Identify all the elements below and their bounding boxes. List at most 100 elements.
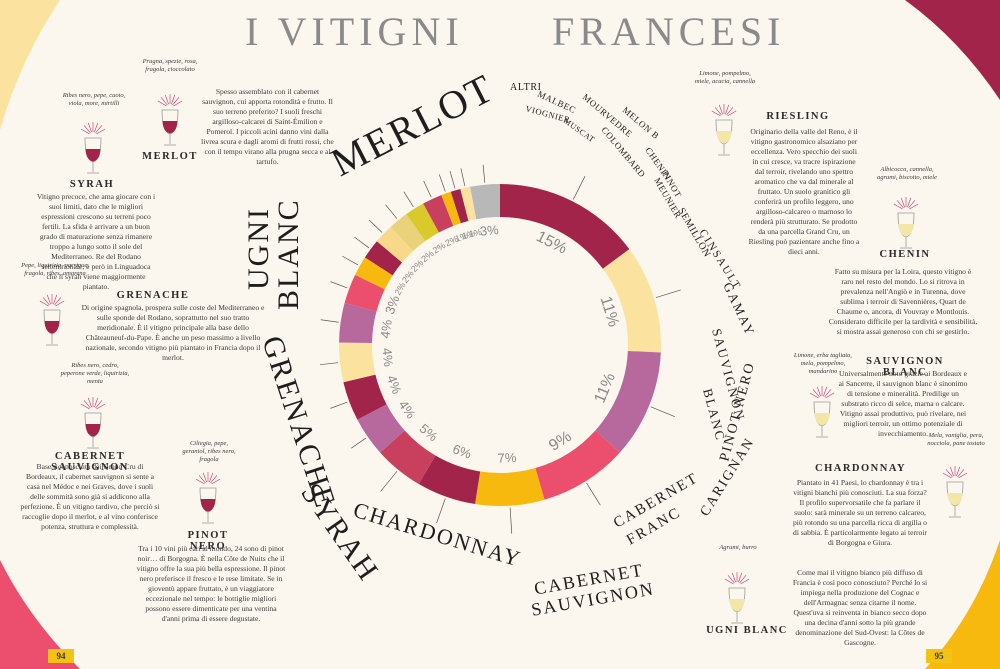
slice-syrah [535,430,620,500]
wine-glass-icon-chenin [893,197,919,249]
pct-label-cab_franc: 5% [417,421,441,445]
wine-glass-icon-cab-sauv [80,397,106,449]
pct-label-carignan: 4% [396,397,419,421]
leader-ugni_blanc [655,289,681,298]
leader-melon_b [403,191,414,208]
leader-gamay [320,319,339,323]
label-merlot: MERLOT [324,65,502,185]
label-ugni-blanc-1: UGNI [242,207,275,290]
name-pinot-noir: PINOT NERO [187,530,229,552]
wine-glass-icon-ugni-blanc [724,572,750,624]
leader-chenin [368,219,383,233]
desc-syrah: Vitigno precoce, che ama giocare con i s… [36,192,156,291]
leader-viognier [460,168,466,186]
slice-chenin [376,226,414,263]
wine-glass-icon-merlot [157,94,183,146]
slice-mourvedre [423,195,454,233]
slice-merlot [500,184,630,269]
name-ugni-blanc: UGNI BLANC [706,625,788,636]
name-merlot: MERLOT [142,151,198,162]
label-ugni-blanc-2: BLANC [272,198,305,310]
slice-altri [470,184,500,220]
slice-carignan [357,404,405,453]
leader-carignan [351,437,367,449]
pct-label-altri: 3% [479,222,500,239]
pct-label-malbec: 1% [461,228,476,241]
leader-chardonnay [509,507,513,534]
slice-cinsault [344,274,385,312]
desc-cab-sauv: Base riconosciuta dei Grand Cru di Borde… [20,462,160,531]
label-altri: ALTRI [510,82,542,93]
aromas-pinot-noir: Ciliegia, pepe, geraniol, ribes nero, fr… [182,440,236,463]
pct-label-mourvedre: 2% [444,234,460,249]
pct-label-cab_sauv: 6% [451,441,474,462]
leader-malbec [449,170,456,189]
pct-label-chardonnay: 7% [497,450,517,466]
title-left: I VITIGNI [245,9,464,54]
pct-label-grenache: 11% [592,371,619,406]
leader-altri [482,164,486,183]
leader-syrah [586,482,601,506]
pct-label-cinsault: 3% [382,293,403,316]
desc-ugni-blanc: Come mai il vitigno bianco più diffuso d… [792,568,928,647]
label-grenache: GRENACHE [255,332,342,513]
name-grenache: GRENACHE [116,290,190,301]
wine-glass-icon-pinot-noir [195,472,221,524]
pct-label-gamay: 4% [377,318,395,339]
pct-label-sauv_blanc: 4% [379,347,396,368]
aromas-chardonnay: Mela, vaniglia, pera, nocciola, pane tos… [927,432,985,447]
aromas-merlot: Prugna, spezie, rosa, fragola, cioccolat… [142,58,198,73]
page-number-left: 94 [48,649,74,663]
desc-grenache: Di origine spagnola, prospera sulle cost… [81,303,265,362]
aromas-ugni-blanc: Agrumi, burro [719,544,757,551]
slice-cab_franc [380,430,436,485]
label-sauv-blanc-2: BLANC [700,387,728,443]
leader-colombard [385,204,398,219]
leader-semillon [342,255,359,266]
wine-glass-icon-syrah [80,122,106,174]
wine-glass-icon-grenache [39,294,65,346]
name-chenin: CHENIN [879,249,931,260]
desc-merlot: Spesso assemblato con il cabernet sauvig… [201,87,334,166]
pct-label-pinot_noir: 4% [384,373,405,396]
desc-chenin: Fatto su misura per la Loira, questo vit… [828,267,978,336]
name-sauv-blanc: SAUVIGNON BLANC [866,356,944,378]
slice-malbec [450,188,469,224]
slice-viognier [460,186,477,221]
slice-semillon [355,257,393,290]
wine-glass-icon-chardonnay [942,466,968,518]
leader-sauv_blanc [320,362,339,366]
name-chardonnay: CHARDONNAY [815,463,907,474]
wine-glass-icon-sauv-blanc [809,386,835,438]
wine-glass-icon-riesling [711,104,737,156]
leader-muscat [438,174,446,192]
name-riesling: RIESLING [766,111,830,122]
slice-colombard [390,214,426,252]
aromas-grenache: Pepe, liquirizia, garrigue, fragola, rib… [21,262,89,277]
label-gamay: GAMAY [720,280,758,339]
leader-pinot_noir [330,401,348,409]
pct-label-ugni_blanc: 11% [597,294,622,328]
leader-mourvedre [423,180,432,198]
slice-chardonnay [475,468,545,506]
slice-sauv_blanc [339,342,376,383]
name-cab-sauv: CABERNET SAUVIGNON [51,451,129,473]
aromas-sauv-blanc: Limone, erba tagliata, mela, pompelmo, m… [793,352,853,375]
slice-pinot_meunier [364,241,403,276]
page-number-right: 95 [926,649,952,663]
pct-label-muscat: 1% [454,230,470,244]
desc-riesling: Originario della valle del Reno, è il vi… [748,127,860,256]
slice-ugni_blanc [602,249,661,353]
aromas-riesling: Limone, pompelmo, miele, acacia, cannell… [694,70,756,85]
leader-cinsault [330,281,348,289]
slice-grenache [595,350,661,453]
title-right: FRANCESI [552,9,786,54]
desc-chardonnay: Piantato in 41 Paesi, lo chardonnay è tr… [793,478,927,547]
aromas-cab-sauv: Ribes nero, cedro, peperone verde, liqui… [60,362,130,385]
slice-melon_b [406,203,439,241]
slice-gamay [339,302,377,344]
pct-label-syrah: 9% [546,428,575,455]
slice-pinot_noir [343,374,387,420]
